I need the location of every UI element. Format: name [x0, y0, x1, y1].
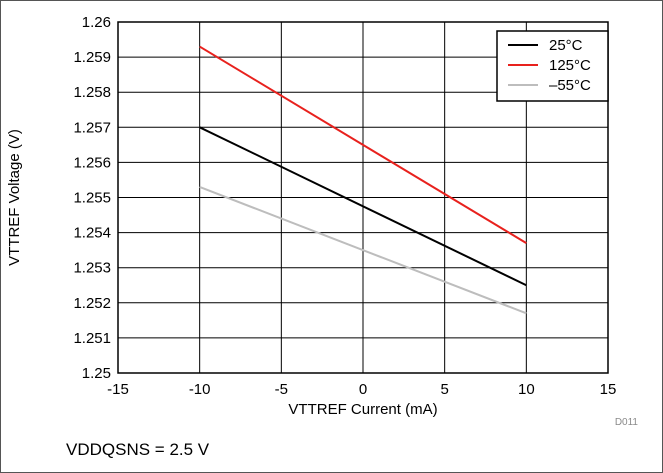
- legend-label: –55°C: [549, 77, 591, 94]
- series-line: [199, 186, 527, 315]
- x-tick-label: -5: [275, 381, 288, 398]
- x-tick-label: -10: [189, 381, 211, 398]
- x-axis-title: VTTREF Current (mA): [288, 401, 437, 418]
- footnote: VDDQSNS = 2.5 V: [66, 440, 210, 459]
- plot-border: [117, 21, 609, 374]
- y-tick-label: 1.256: [73, 154, 111, 171]
- y-tick-label: 1.26: [82, 14, 111, 31]
- y-tick-label: 1.253: [73, 260, 111, 277]
- y-tick-label: 1.257: [73, 119, 111, 136]
- x-tick-label: 15: [600, 381, 617, 398]
- series-line: [199, 45, 527, 244]
- y-axis-title: VTTREF Voltage (V): [6, 129, 23, 266]
- y-tick-label: 1.252: [73, 295, 111, 312]
- x-tick-label: -15: [107, 381, 129, 398]
- y-tick-label: 1.25: [82, 365, 111, 382]
- y-tick-label: 1.251: [73, 330, 111, 347]
- legend-label: 25°C: [549, 37, 583, 54]
- y-tick-label: 1.258: [73, 84, 111, 101]
- y-tick-label: 1.254: [73, 225, 111, 242]
- x-tick-label: 0: [359, 381, 367, 398]
- y-tick-label: 1.255: [73, 190, 111, 207]
- figure-id: D011: [615, 417, 639, 428]
- x-tick-label: 10: [518, 381, 535, 398]
- x-tick-label: 5: [440, 381, 448, 398]
- series-line: [199, 126, 527, 287]
- y-tick-label: 1.259: [73, 49, 111, 66]
- legend-label: 125°C: [549, 57, 591, 74]
